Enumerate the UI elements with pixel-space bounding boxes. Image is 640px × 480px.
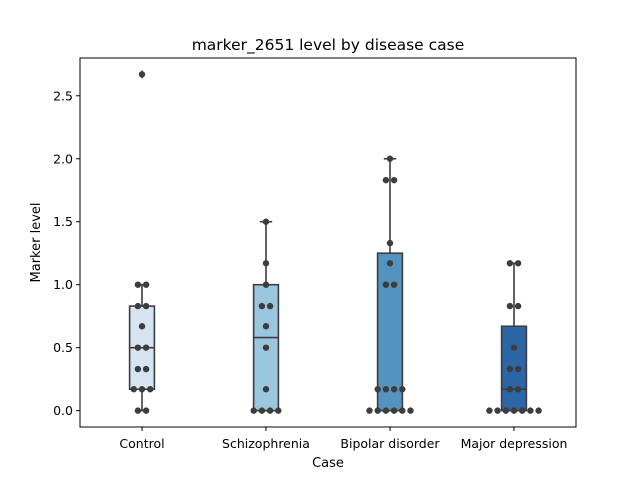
data-point <box>262 218 270 225</box>
data-point <box>262 323 270 330</box>
data-point <box>390 281 398 288</box>
data-point <box>134 344 142 351</box>
data-point <box>407 407 414 414</box>
data-point <box>382 281 390 288</box>
data-point <box>399 407 406 414</box>
data-point <box>494 407 501 414</box>
data-point <box>142 302 150 310</box>
data-point <box>519 407 526 414</box>
y-axis-label: Marker level <box>29 203 44 283</box>
data-point <box>250 407 257 414</box>
data-point <box>502 407 509 414</box>
data-point <box>134 302 142 310</box>
data-point <box>506 302 514 310</box>
y-tick-label: 2.5 <box>53 88 73 103</box>
y-axis: 0.0 0.5 1.0 1.5 2.0 2.5 <box>53 88 80 418</box>
data-point <box>374 407 381 414</box>
box-group <box>252 220 280 412</box>
data-point <box>514 302 522 310</box>
data-point <box>262 344 270 351</box>
box-iqr <box>376 252 404 412</box>
y-tick-label: 0.5 <box>53 340 73 355</box>
data-point <box>386 260 394 267</box>
data-point <box>535 407 542 414</box>
data-point <box>386 155 394 162</box>
data-point <box>142 281 150 288</box>
data-point <box>510 344 518 351</box>
x-tick-label: Major depression <box>461 436 568 451</box>
data-point <box>147 386 154 393</box>
data-point <box>134 365 142 373</box>
box-group <box>128 70 156 412</box>
data-point <box>142 344 150 351</box>
x-tick-label: Schizophrenia <box>222 436 310 451</box>
data-point <box>399 386 406 393</box>
y-tick-label: 1.0 <box>53 277 73 292</box>
data-point <box>262 281 270 288</box>
data-point <box>514 260 522 267</box>
data-point <box>386 239 394 247</box>
x-tick-label: Bipolar disorder <box>340 436 440 451</box>
chart-title: marker_2651 level by disease case <box>192 36 465 55</box>
data-point <box>382 176 390 184</box>
data-point <box>374 386 381 393</box>
data-point <box>134 281 142 288</box>
data-point <box>275 407 282 414</box>
data-point <box>138 386 146 393</box>
data-point <box>510 407 518 414</box>
data-point <box>486 407 493 414</box>
data-point <box>390 176 398 184</box>
y-tick-label: 1.5 <box>53 214 73 229</box>
data-point <box>506 260 514 267</box>
data-point <box>390 386 398 393</box>
data-point <box>382 386 390 393</box>
box-group <box>500 262 528 412</box>
data-point <box>514 386 522 393</box>
x-axis: Control Schizophrenia Bipolar disorder Majo… <box>119 427 567 451</box>
data-point <box>382 407 390 414</box>
y-tick-label: 2.0 <box>53 151 73 166</box>
data-point <box>262 386 270 393</box>
data-point <box>266 407 274 414</box>
data-point <box>390 407 398 414</box>
axes-frame <box>79 57 577 428</box>
y-tick-label: 0.0 <box>53 403 73 418</box>
x-axis-label: Case <box>312 456 344 471</box>
data-point <box>258 407 266 414</box>
box-group <box>376 157 404 412</box>
data-point <box>506 365 514 373</box>
data-point <box>514 365 522 373</box>
data-point <box>142 407 150 414</box>
plot-area <box>128 70 542 414</box>
data-point <box>138 323 146 330</box>
data-point <box>366 407 373 414</box>
data-point <box>262 260 270 267</box>
data-point <box>134 407 142 414</box>
data-point <box>266 302 274 310</box>
box-iqr <box>500 325 528 412</box>
data-point <box>506 386 514 393</box>
x-tick-label: Control <box>119 436 164 451</box>
data-point <box>130 386 137 393</box>
data-point <box>138 71 146 78</box>
data-point <box>258 302 266 310</box>
data-point <box>527 407 534 414</box>
data-point <box>142 365 150 373</box>
